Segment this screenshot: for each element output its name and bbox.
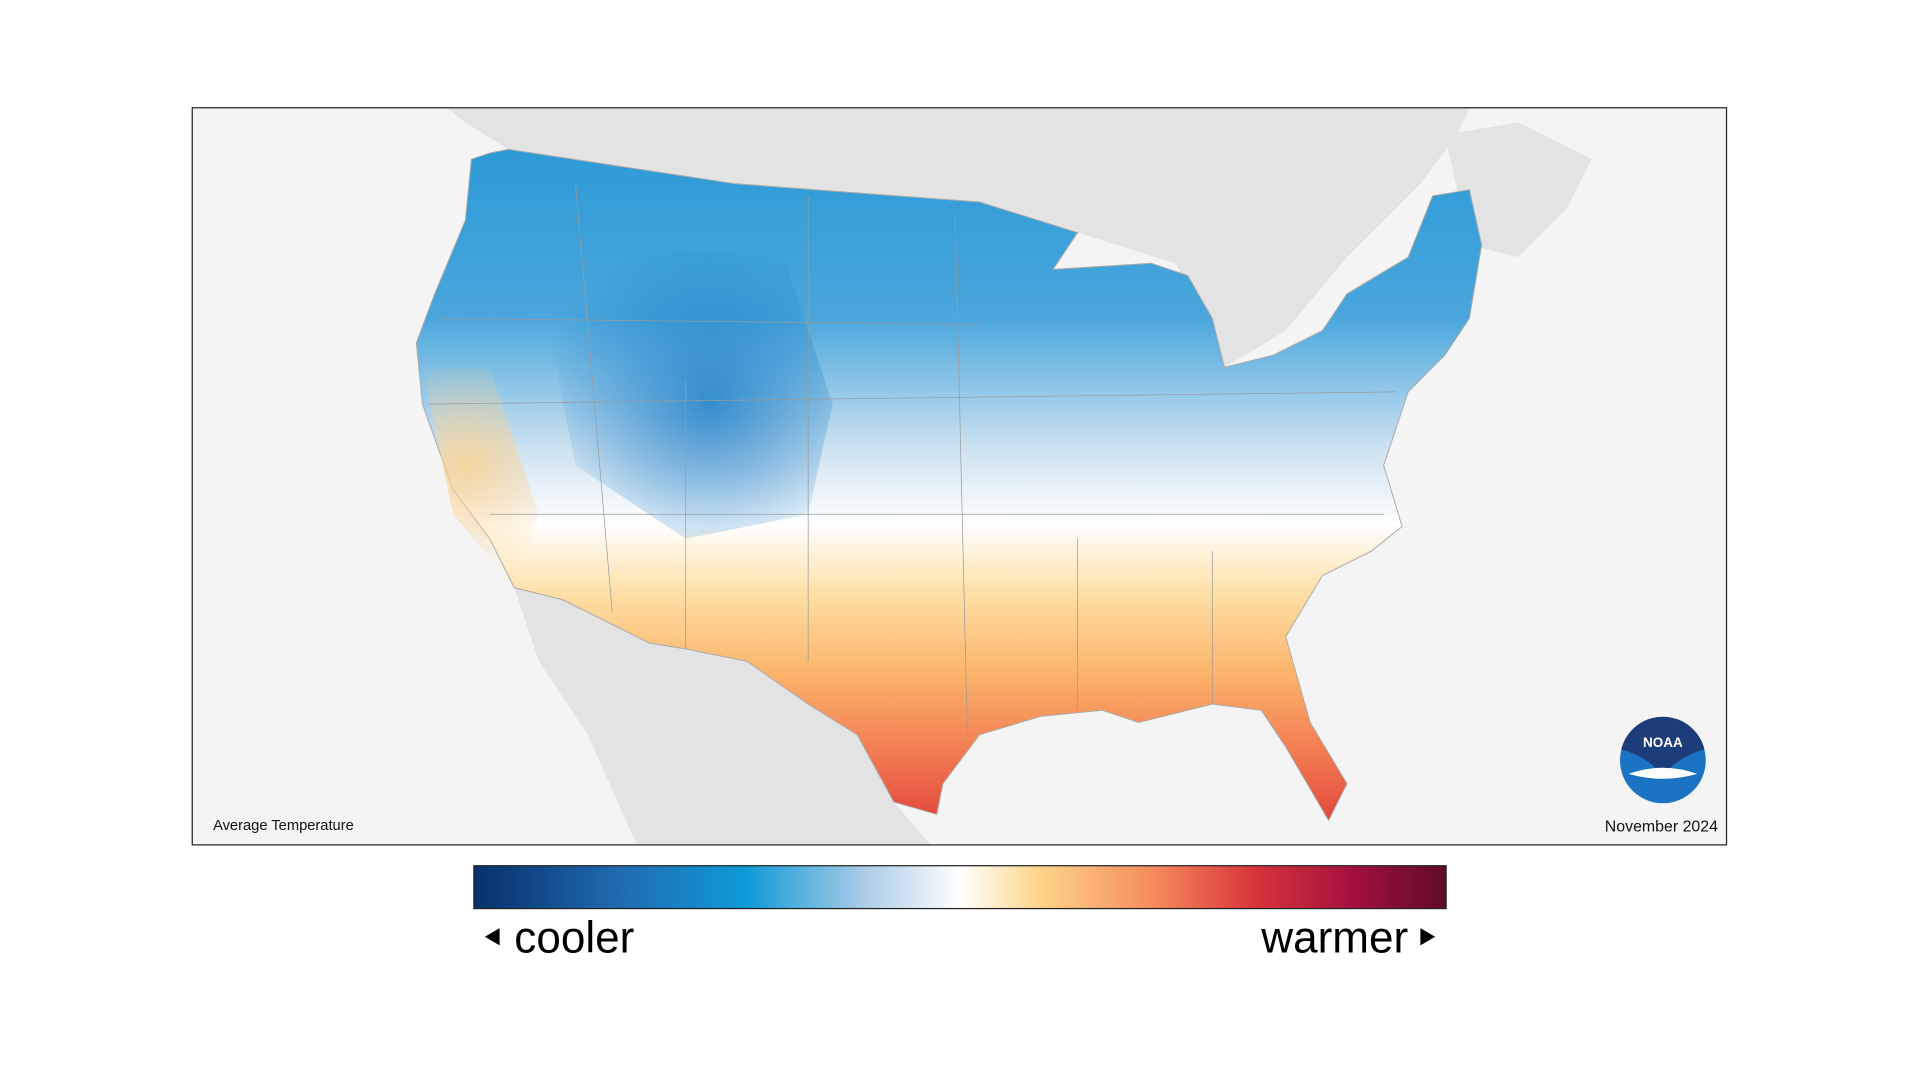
noaa-logo: NOAA (1620, 716, 1706, 804)
california-warm-area (422, 367, 539, 588)
legend-left-arrow (484, 928, 500, 946)
mexico-land (514, 587, 931, 845)
state-borders (428, 183, 1396, 735)
map-title: Average Temperature (213, 818, 354, 834)
logo-top (1621, 716, 1705, 777)
map-date: November 2024 (1605, 818, 1718, 835)
legend-low-label: cooler (514, 914, 634, 963)
maritimes-land (1444, 122, 1592, 258)
canada-land (446, 107, 1470, 368)
logo-gull (1628, 767, 1698, 779)
legend-bar (473, 865, 1447, 910)
logo-text: NOAA (1643, 735, 1683, 750)
map-frame (191, 107, 1728, 846)
legend-right-arrow (1420, 928, 1436, 946)
rockies-cool-area (551, 244, 833, 539)
legend-high-label: warmer (1260, 914, 1408, 963)
map-group: Average Temperature November 2024 NOAA c… (191, 107, 1728, 963)
